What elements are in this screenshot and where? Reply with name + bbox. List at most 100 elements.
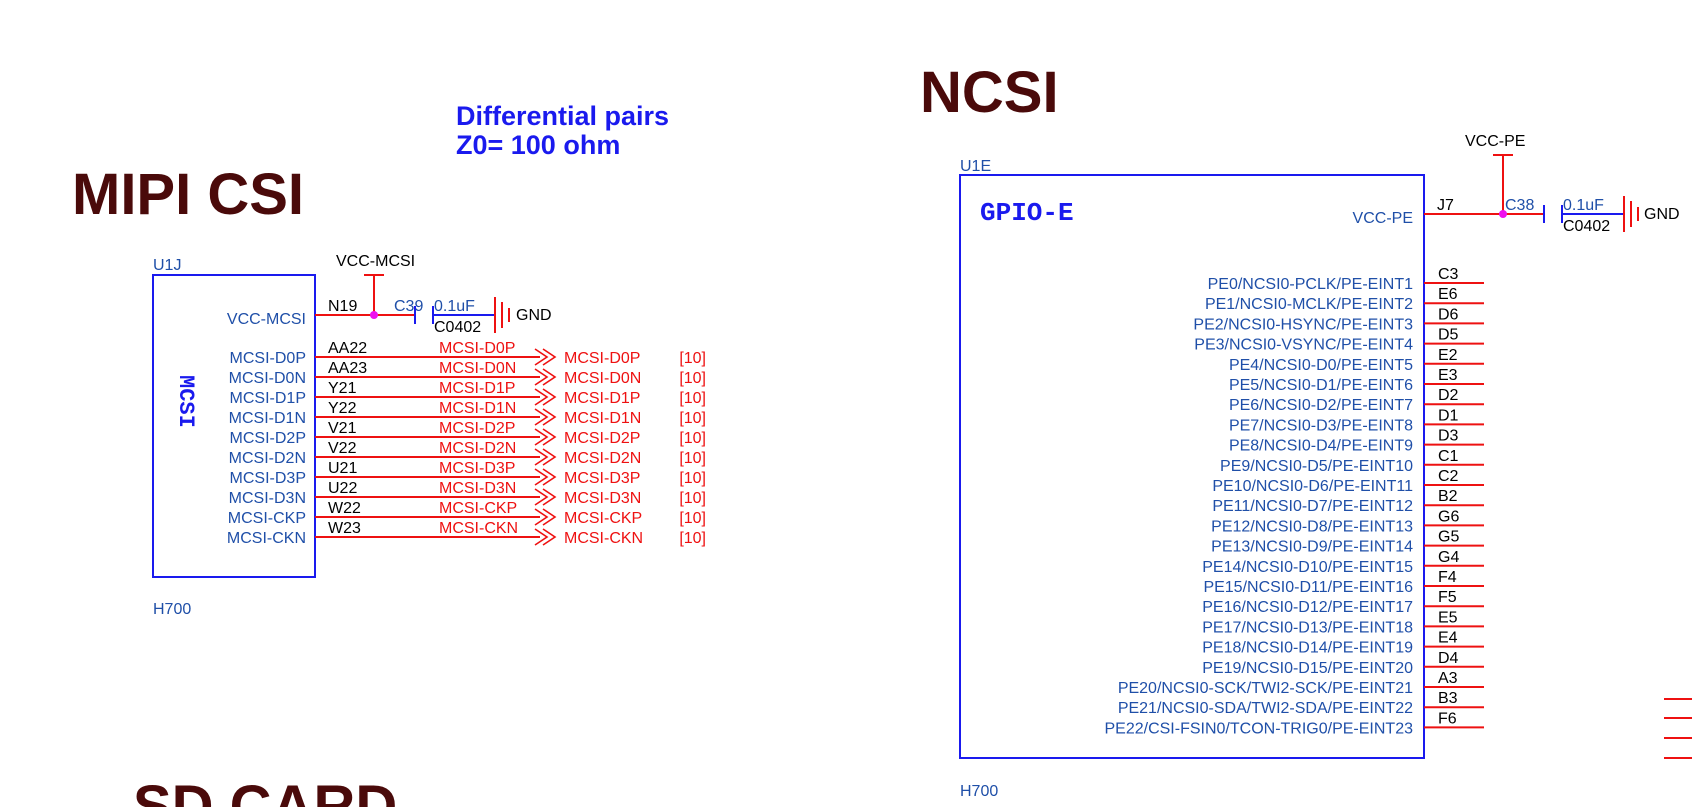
mcsi-pin-name: MCSI-D0N	[229, 370, 306, 387]
mcsi-port-label: MCSI-D1P	[564, 390, 640, 407]
gpioe-pin-number: D5	[1438, 327, 1459, 344]
gpioe-pin-row: PE3/NCSI0-VSYNC/PE-EINT4 D5	[1194, 327, 1484, 354]
mcsi-port-label: MCSI-D0N	[564, 370, 641, 387]
gpioe-pin-row: PE8/NCSI0-D4/PE-EINT9 D3	[1229, 428, 1484, 455]
gpioe-pin-number: D2	[1438, 387, 1459, 404]
gpioe-pin-name: PE22/CSI-FSIN0/TCON-TRIG0/PE-EINT23	[1104, 720, 1413, 737]
mcsi-component: U1J MCSI H700 VCC-MCSI N19 VCC-MCSI C39 …	[152, 253, 706, 618]
gpioe-pin-name: PE18/NCSI0-D14/PE-EINT19	[1202, 640, 1413, 657]
mcsi-page-ref: [10]	[679, 390, 706, 407]
mcsi-pin-number: W23	[328, 520, 361, 537]
gpioe-pin-number: B3	[1438, 690, 1458, 707]
mcsi-pin-number: U22	[328, 480, 357, 497]
gpioe-pin-name: PE16/NCSI0-D12/PE-EINT17	[1202, 599, 1413, 616]
mcsi-net-label: MCSI-D2P	[439, 420, 515, 437]
mcsi-pin-number: V22	[328, 440, 357, 457]
gpioe-pin-number: D4	[1438, 650, 1459, 667]
gpioe-gnd-icon	[1623, 196, 1639, 232]
gpioe-pin-row: PE6/NCSI0-D2/PE-EINT7 D2	[1229, 387, 1484, 414]
gpioe-pin-number: E4	[1438, 630, 1458, 647]
mipi-csi-title: MIPI CSI	[72, 162, 304, 227]
gpioe-pin-name: PE6/NCSI0-D2/PE-EINT7	[1229, 397, 1413, 414]
gpioe-pin-row: PE20/NCSI0-SCK/TWI2-SCK/PE-EINT21 A3	[1118, 670, 1484, 697]
mcsi-page-ref: [10]	[679, 350, 706, 367]
offpage-connector-icon	[534, 428, 557, 446]
mcsi-symbol-name: MCSI	[173, 375, 198, 428]
gpioe-pin-row: PE22/CSI-FSIN0/TCON-TRIG0/PE-EINT23 F6	[1104, 710, 1484, 737]
gpioe-pin-row: PE15/NCSI0-D11/PE-EINT16 F4	[1203, 569, 1484, 596]
offpage-connector-icon	[534, 488, 557, 506]
mcsi-port-label: MCSI-D0P	[564, 350, 640, 367]
gpioe-pin-list: PE0/NCSI0-PCLK/PE-EINT1 C3 PE1/NCSI0-MCLK/…	[1104, 266, 1484, 737]
gpioe-pin-row: PE17/NCSI0-D13/PE-EINT18 E5	[1202, 609, 1484, 636]
gpioe-pin-name: PE2/NCSI0-HSYNC/PE-EINT3	[1193, 316, 1413, 333]
mcsi-pin-name: MCSI-D2N	[229, 450, 306, 467]
offpage-connector-icon	[534, 388, 557, 406]
gpioe-pin-number: E5	[1438, 609, 1458, 626]
mcsi-pin-name: MCSI-D1P	[230, 390, 306, 407]
mcsi-pin-name: MCSI-CKP	[228, 510, 306, 527]
gpioe-cap-value: 0.1uF	[1563, 197, 1604, 214]
gpioe-part-number: H700	[960, 783, 998, 800]
gpioe-pin-number: F5	[1438, 589, 1457, 606]
mcsi-vcc-junction	[370, 311, 378, 319]
mcsi-cap-ref: C39	[394, 298, 423, 315]
gpioe-pin-number: E3	[1438, 367, 1458, 384]
gpioe-vcc-pin-number: J7	[1437, 197, 1454, 214]
offpage-connector-icon	[534, 528, 557, 546]
gpioe-pin-number: B2	[1438, 488, 1458, 505]
mcsi-signal-row: MCSI-D3P U21 MCSI-D3P MCSI-D3P [10]	[230, 460, 706, 487]
gpioe-cap-ref: C38	[1505, 197, 1534, 214]
mcsi-page-ref: [10]	[679, 430, 706, 447]
gpioe-pin-name: PE1/NCSI0-MCLK/PE-EINT2	[1205, 296, 1413, 313]
gpioe-pin-row: PE9/NCSI0-D5/PE-EINT10 C1	[1220, 448, 1484, 475]
mcsi-gnd-icon	[494, 297, 510, 333]
mcsi-page-ref: [10]	[679, 370, 706, 387]
mcsi-pin-number: W22	[328, 500, 361, 517]
mcsi-port-label: MCSI-D1N	[564, 410, 641, 427]
mcsi-symbol-body	[152, 274, 316, 578]
gpioe-gnd-label: GND	[1644, 206, 1680, 223]
gpioe-pin-row: PE18/NCSI0-D14/PE-EINT19 E4	[1202, 630, 1484, 657]
gpioe-pin-name: PE4/NCSI0-D0/PE-EINT5	[1229, 357, 1413, 374]
gpioe-vcc-net-label: VCC-PE	[1465, 133, 1525, 150]
gpioe-pin-row: PE12/NCSI0-D8/PE-EINT13 G6	[1211, 508, 1484, 535]
gpioe-pin-number: D6	[1438, 306, 1459, 323]
gpioe-pin-row: PE16/NCSI0-D12/PE-EINT17 F5	[1202, 589, 1484, 616]
gpioe-pin-name: PE12/NCSI0-D8/PE-EINT13	[1211, 518, 1413, 535]
mcsi-pin-name: MCSI-CKN	[227, 530, 306, 547]
mcsi-net-label: MCSI-D0P	[439, 340, 515, 357]
mcsi-page-ref: [10]	[679, 510, 706, 527]
gpioe-vcc-junction	[1499, 210, 1507, 218]
gpioe-pin-number: D3	[1438, 428, 1459, 445]
gpioe-pin-row: PE11/NCSI0-D7/PE-EINT12 B2	[1212, 488, 1484, 515]
mcsi-part-number: H700	[153, 601, 191, 618]
gpioe-pin-row: PE4/NCSI0-D0/PE-EINT5 E2	[1229, 347, 1484, 374]
gpioe-vcc-pin-name: VCC-PE	[1353, 210, 1413, 227]
gpioe-pin-name: PE19/NCSI0-D15/PE-EINT20	[1202, 660, 1413, 677]
mcsi-page-ref: [10]	[679, 530, 706, 547]
ncsi-title: NCSI	[920, 60, 1059, 125]
gpioe-pin-row: PE21/NCSI0-SDA/TWI2-SDA/PE-EINT22 B3	[1118, 690, 1484, 717]
gpioe-pin-number: C3	[1438, 266, 1459, 283]
mcsi-pin-number: Y22	[328, 400, 357, 417]
offpage-connector-icon	[534, 448, 557, 466]
offpage-connector-icon	[534, 408, 557, 426]
offpage-connector-icon	[534, 508, 557, 526]
mcsi-pin-number: Y21	[328, 380, 357, 397]
gpioe-pin-row: PE5/NCSI0-D1/PE-EINT6 E3	[1229, 367, 1484, 394]
mcsi-pin-name: MCSI-D3N	[229, 490, 306, 507]
gpioe-pin-number: A3	[1438, 670, 1458, 687]
mcsi-page-ref: [10]	[679, 410, 706, 427]
mcsi-port-label: MCSI-D2P	[564, 430, 640, 447]
gpioe-pin-name: PE8/NCSI0-D4/PE-EINT9	[1229, 438, 1413, 455]
gpioe-pin-number: G5	[1438, 529, 1459, 546]
mcsi-pin-number: U21	[328, 460, 357, 477]
mcsi-net-label: MCSI-D0N	[439, 360, 516, 377]
mcsi-signal-row: MCSI-CKN W23 MCSI-CKN MCSI-CKN [10]	[227, 520, 706, 547]
mcsi-net-label: MCSI-D3P	[439, 460, 515, 477]
mcsi-vcc-pin-number: N19	[328, 298, 357, 315]
offpage-connector-icon	[534, 368, 557, 386]
gpioe-pin-number: F4	[1438, 569, 1457, 586]
